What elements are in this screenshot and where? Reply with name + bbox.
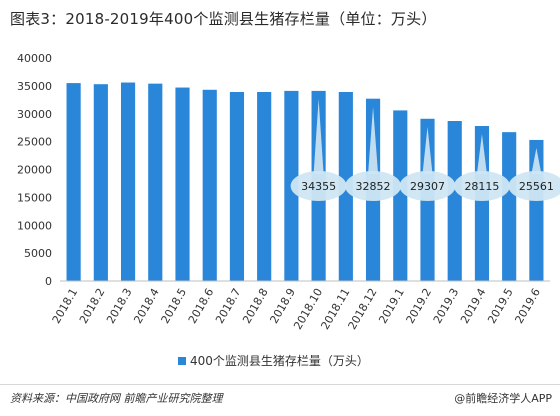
data-label: 32852: [356, 180, 391, 193]
x-tick-label: 2019.3: [431, 286, 462, 326]
data-label: 25561: [519, 180, 554, 193]
y-tick-label: 25000: [17, 136, 52, 149]
bar: [66, 83, 81, 281]
bar: [175, 87, 190, 281]
y-tick-label: 10000: [17, 219, 52, 232]
brand-credit: @前瞻经济学人APP: [454, 392, 552, 405]
bar: [120, 82, 136, 281]
x-tick-label: 2018.6: [186, 286, 217, 326]
bar: [93, 84, 108, 281]
legend-label: 400个监测县生猪存栏量（万头）: [190, 354, 369, 368]
callout-bubble: [508, 171, 560, 201]
bar: [502, 132, 517, 281]
data-label: 28115: [464, 180, 499, 193]
data-label: 29307: [410, 180, 445, 193]
chart-title: 图表3：2018-2019年400个监测县生猪存栏量（单位：万头）: [10, 10, 437, 28]
callout-pointer: [422, 126, 433, 174]
callout-bubble: [290, 171, 347, 201]
callout-pointer: [531, 147, 542, 174]
y-tick-label: 40000: [17, 52, 52, 65]
y-tick-label: 5000: [24, 247, 52, 260]
callout-pointer: [476, 134, 487, 174]
y-tick-label: 15000: [17, 191, 52, 204]
x-tick-label: 2018.5: [159, 286, 190, 326]
x-tick-label: 2018.8: [240, 286, 271, 326]
x-tick-label: 2019.1: [376, 286, 407, 326]
x-tick-label: 2018.3: [104, 286, 135, 326]
x-tick-label: 2019.4: [458, 286, 489, 326]
bar: [393, 110, 408, 281]
bar: [148, 83, 163, 282]
callout-bubble: [453, 171, 510, 201]
y-tick-label: 0: [45, 275, 52, 288]
footer-divider: [0, 384, 560, 385]
y-tick-label: 35000: [17, 80, 52, 93]
x-tick-label: 2019.6: [512, 286, 543, 326]
y-tick-label: 20000: [17, 164, 52, 177]
callout-bubble: [345, 171, 402, 201]
bar: [202, 89, 217, 281]
x-tick-label: 2018.2: [77, 286, 108, 326]
data-label: 34355: [301, 180, 336, 193]
bar: [229, 92, 245, 281]
bar: [447, 121, 462, 281]
x-tick-label: 2019.5: [485, 286, 516, 326]
y-tick-label: 30000: [17, 108, 52, 121]
x-tick-label: 2018.1: [50, 286, 81, 326]
legend: 400个监测县生猪存栏量（万头）: [178, 352, 369, 369]
x-tick-label: 2018.4: [131, 286, 162, 326]
x-tick-label: 2019.2: [404, 286, 435, 326]
callout-pointer: [313, 98, 324, 174]
x-tick-label: 2018.7: [213, 286, 244, 326]
source-note: 资料来源：中国政府网 前瞻产业研究院整理: [10, 392, 223, 405]
callout-bubble: [399, 171, 456, 201]
legend-swatch: [178, 356, 186, 365]
callout-pointer: [368, 106, 379, 174]
bar: [257, 92, 272, 281]
